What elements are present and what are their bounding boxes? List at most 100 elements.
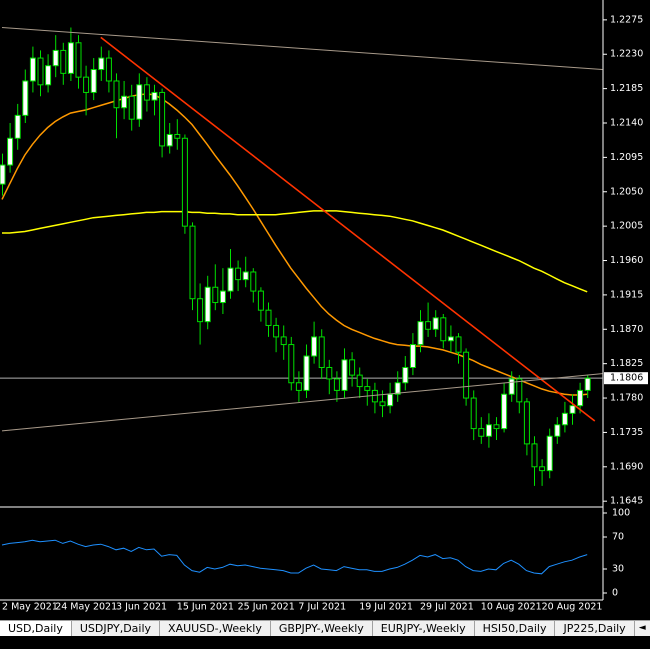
candle-body [22,80,29,116]
candle-body [341,359,348,391]
candle-body [371,389,378,403]
candle-body [128,95,135,120]
candle-body [7,137,14,166]
candle-body [554,424,561,437]
y-tick-label: 1.1870 [610,324,643,335]
candle-body [257,290,264,311]
candle-body [60,49,67,74]
candle-body [463,351,470,399]
x-tick-label: 19 Jul 2021 [359,602,413,613]
candle-body [493,424,500,430]
y-tick-label: 1.2140 [610,118,643,129]
candle-body [356,374,363,388]
x-tick-label: 25 Jun 2021 [238,602,295,613]
candle-body [425,321,432,330]
candle-body [516,378,523,403]
candle-body [45,65,52,86]
x-tick-label: 29 Jul 2021 [420,602,474,613]
y-tick-label: 1.2230 [610,49,643,60]
candle-body [584,377,591,391]
main-panel [0,27,603,486]
y-tick-label: 1.1645 [610,496,643,507]
candle-body [52,49,59,67]
y-tick-label: 1.2185 [610,83,643,94]
candle-body [90,69,97,93]
x-tick-label: 24 May 2021 [55,602,117,613]
y-tick-label: 1.2005 [610,221,643,232]
candle-body [394,382,401,395]
candle-body [265,309,272,326]
candle-body [189,225,196,300]
x-tick-label: 7 Jul 2021 [298,602,346,613]
trendline [1,27,603,70]
indicator-tick-label: 0 [612,588,618,599]
indicator-tick-label: 30 [612,564,624,575]
y-tick-label: 1.2275 [610,14,643,25]
candle-body [212,286,219,304]
candle-body [159,91,166,147]
last-price-label: 1.1806 [610,373,643,384]
chart-tab[interactable]: USD,Daily [0,621,72,636]
candle-body [455,336,462,353]
y-tick-label: 1.2050 [610,186,643,197]
candle-body [440,317,447,342]
candle-body [409,344,416,368]
chart-tab[interactable]: JP225,Daily [555,621,635,636]
chart-tab[interactable]: HSI50,Daily [475,621,556,636]
candle-body [577,389,584,407]
tab-scroll-arrows[interactable]: ◄ ► [638,623,646,647]
candle-body [539,466,546,472]
candle-body [105,57,112,82]
candle-body [280,336,287,346]
candle-body [364,386,371,391]
candle-body [227,267,234,292]
indicator-tick-label: 100 [612,508,630,519]
candle-body [151,91,158,101]
candle-body [98,57,105,71]
candle-body [295,382,302,391]
trendline [100,36,596,422]
candle-body [136,84,143,120]
candle-body [318,336,325,368]
candle-body [75,42,82,78]
candle-body [250,271,257,292]
chart-tab[interactable]: EURJPY-,Weekly [373,621,475,636]
candle-body [561,412,568,426]
chart-tab[interactable]: XAUUSD-,Weekly [160,621,271,636]
candle-body [333,378,340,391]
candle-body [121,95,128,109]
candle-body [501,393,508,430]
candle-body [311,336,318,357]
candle-body [379,401,386,407]
candle-body [546,435,553,472]
candle-body [531,443,538,468]
x-tick-label: 20 Aug 2021 [542,602,603,613]
candle-body [83,76,90,93]
candle-body [235,267,242,281]
trendline [1,373,603,432]
y-tick-label: 1.1780 [610,393,643,404]
candle-body [478,428,485,437]
candle-body [485,424,492,437]
moving-average [1,93,588,396]
chart-tab[interactable]: USDJPY,Daily [72,621,161,636]
candle-body [219,290,226,304]
y-tick-label: 1.1690 [610,461,643,472]
candle-body [113,80,120,109]
candle-body [447,336,454,342]
candle-body [273,324,280,338]
last-price-box [604,372,648,385]
chart-tab[interactable]: GBPJPY-,Weekly [271,621,373,636]
x-tick-label: 2 May 2021 [2,602,58,613]
candle-body [181,137,188,227]
candle-body [349,359,356,376]
indicator-line [1,539,588,575]
y-tick-label: 1.2095 [610,152,643,163]
chart: 1.2275 1.2230 1.2185 1.2140 1.2095 1.2050 1.20… [0,0,648,613]
page: 1.2275 1.2230 1.2185 1.2140 1.2095 1.2050 1.20… [0,0,650,636]
candle-body [569,405,576,414]
candle-body [288,344,295,384]
candle-body [326,366,333,380]
candle-body [67,42,74,74]
candle-body [174,133,181,139]
